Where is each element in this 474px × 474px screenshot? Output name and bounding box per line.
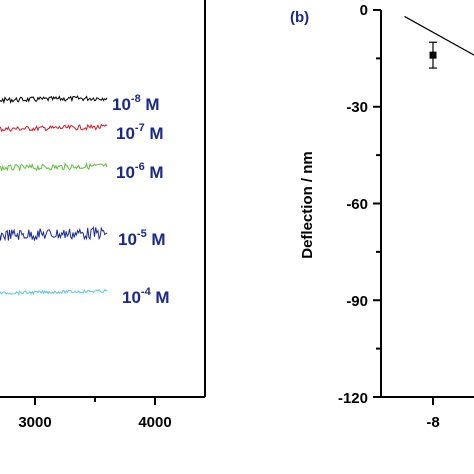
series-label: 10-7 M (116, 122, 164, 143)
panel-b-y-tick-label: -30 (346, 99, 368, 116)
series-label-unit: M (145, 163, 164, 182)
series-label: 10-8 M (112, 93, 160, 114)
series-label-base: 10 (116, 163, 135, 182)
series-label-base: 10 (118, 230, 137, 249)
panel-b: (b) Deflection / nm 0 -30 -60 -90 -120 -… (290, 2, 474, 431)
series-label-base: 10 (112, 95, 131, 114)
panel-b-x-tick-label: -8 (426, 414, 439, 431)
series-line (0, 95, 108, 105)
series-label-exponent: -4 (141, 286, 152, 298)
series-label: 10-4 M (122, 286, 170, 307)
panel-b-y-axis-title: Deflection / nm (299, 151, 316, 259)
panel-b-y-tick-label: 0 (360, 2, 368, 19)
data-point (429, 51, 437, 59)
panel-b-y-ticks (373, 9, 381, 398)
series-label-exponent: -8 (131, 93, 141, 105)
series-label-unit: M (147, 230, 166, 249)
panel-b-y-tick-label: -120 (338, 390, 368, 407)
fit-line (404, 15, 474, 56)
series-label-exponent: -6 (135, 161, 145, 173)
panel-b-marks (404, 15, 474, 69)
series-line (0, 123, 108, 133)
series-label-exponent: -5 (137, 228, 147, 240)
series-label: 10-6 M (116, 161, 164, 182)
panel-a-x-tick-label: 4000 (138, 414, 171, 431)
panel-b-y-tick-label: -60 (346, 196, 368, 213)
panel-a-x-tick-label: 3000 (18, 414, 51, 431)
panel-b-y-tick-label: -90 (346, 293, 368, 310)
series-label: 10-5 M (118, 228, 166, 249)
panel-a-x-ticks (34, 397, 156, 405)
series-line (0, 226, 108, 242)
series-label-unit: M (141, 95, 160, 114)
panel-a: 3000 4000 10-8 M10-7 M10-6 M10-5 M10-4 M (0, 0, 206, 431)
series-label-exponent: -7 (135, 122, 145, 134)
panel-a-series-group (0, 95, 108, 296)
series-label-base: 10 (116, 124, 135, 143)
panel-b-label: (b) (290, 9, 309, 26)
series-line (0, 161, 108, 172)
series-label-unit: M (151, 288, 170, 307)
series-line (0, 288, 108, 296)
panel-a-series-labels: 10-8 M10-7 M10-6 M10-5 M10-4 M (112, 93, 170, 307)
series-label-unit: M (145, 124, 164, 143)
series-label-base: 10 (122, 288, 141, 307)
